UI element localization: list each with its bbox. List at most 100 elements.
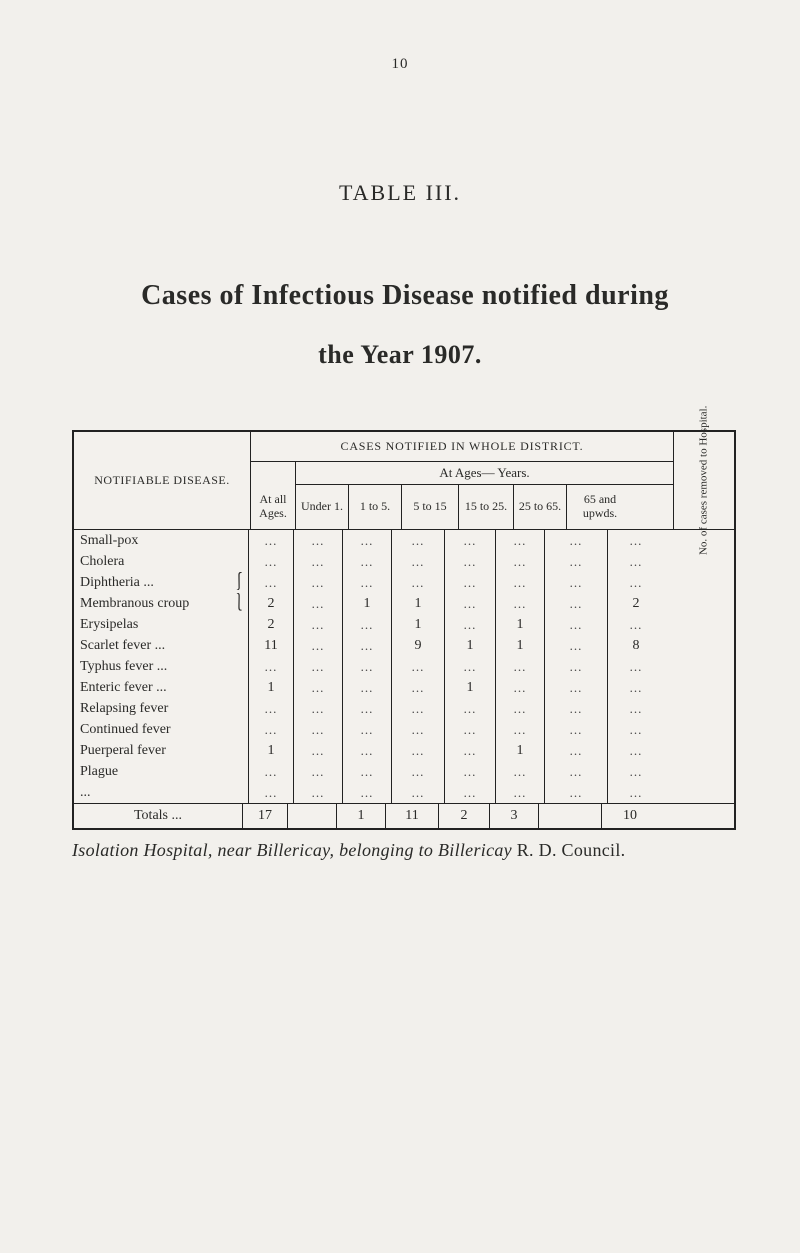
cell-atall: ... [249,656,294,677]
cell-disease: Small-pox [74,530,249,551]
header-removed-label: No. of cases removed to Hospital. [698,406,711,555]
table-row: ........................... [74,782,734,803]
cell-25to65: ... [496,782,545,803]
totals-atall: 17 [243,804,288,828]
totals-under1 [288,804,337,828]
cell-removed: ... [607,656,664,677]
header-age-subcols: Under 1. 1 to 5. 5 to 15 15 to 25. 25 to… [296,485,673,529]
totals-25to65: 3 [490,804,539,828]
table-row: Erysipelas2......1...1...... [74,614,734,635]
cell-1to5: ... [343,761,392,782]
header-ages-row: At all Ages. At Ages— Years. Under 1. 1 … [251,462,673,529]
cell-5to15: ... [392,656,445,677]
table-totals-row: Totals ... 17 1 11 2 3 10 [74,803,734,828]
cell-65up: ... [545,614,607,635]
cell-25to65: ... [496,656,545,677]
cell-disease: Typhus fever ... [74,656,249,677]
cell-disease: Membranous croup⎱ [74,593,249,614]
cell-removed: ... [607,698,664,719]
cell-5to15: 1 [392,614,445,635]
cell-removed: ... [607,761,664,782]
table-row: Relapsing fever........................ [74,698,734,719]
cell-atall: ... [249,698,294,719]
cell-under1: ... [294,530,343,551]
header-5-to-15: 5 to 15 [402,485,459,529]
header-cases-group: CASES NOTIFIED IN WHOLE DISTRICT. At all… [251,432,673,529]
cell-65up: ... [545,572,607,593]
cell-1to5: 1 [343,593,392,614]
table-row: Diphtheria ...⎰........................ [74,572,734,593]
cell-25to65: ... [496,593,545,614]
header-1-to-5: 1 to 5. [349,485,402,529]
cell-15to25: 1 [445,635,496,656]
header-65-up: 65 and upwds. [567,485,633,529]
cell-65up: ... [545,761,607,782]
cell-65up: ... [545,635,607,656]
cell-1to5: ... [343,551,392,572]
cell-atall: ... [249,782,294,803]
header-disease: NOTIFIABLE DISEASE. [74,432,251,529]
totals-removed: 10 [601,804,658,828]
table-row: Typhus fever ........................... [74,656,734,677]
header-at-all-ages-wrap: At all Ages. [251,462,296,529]
cell-25to65: ... [496,551,545,572]
cell-65up: ... [545,551,607,572]
table-row: Scarlet fever ...11......911...8 [74,635,734,656]
totals-15to25: 2 [439,804,490,828]
cell-15to25: ... [445,782,496,803]
cell-15to25: ... [445,761,496,782]
cell-disease: Puerperal fever [74,740,249,761]
table-label: TABLE III. [0,180,800,206]
cell-1to5: ... [343,530,392,551]
cell-under1: ... [294,782,343,803]
cell-5to15: 9 [392,635,445,656]
cell-removed: 2 [607,593,664,614]
cell-25to65: 1 [496,635,545,656]
cell-65up: ... [545,530,607,551]
cell-under1: ... [294,740,343,761]
table-row: Membranous croup⎱2...11.........2 [74,593,734,614]
cell-disease: Diphtheria ...⎰ [74,572,249,593]
cell-1to5: ... [343,677,392,698]
totals-label: Totals ... [74,804,243,828]
cell-disease: Continued fever [74,719,249,740]
cell-15to25: ... [445,740,496,761]
cell-atall: ... [249,761,294,782]
cell-atall: 2 [249,593,294,614]
table-row: Continued fever........................ [74,719,734,740]
cell-atall: ... [249,719,294,740]
cell-25to65: ... [496,698,545,719]
header-removed: No. of cases removed to Hospital. [673,432,734,529]
cell-25to65: ... [496,761,545,782]
cell-under1: ... [294,761,343,782]
cell-removed: ... [607,719,664,740]
cell-removed: ... [607,572,664,593]
cell-5to15: ... [392,761,445,782]
header-age-ranges-group: At Ages— Years. Under 1. 1 to 5. 5 to 15… [296,462,673,529]
cell-25to65: 1 [496,740,545,761]
cell-65up: ... [545,698,607,719]
cell-removed: 8 [607,635,664,656]
cell-atall: 2 [249,614,294,635]
cell-65up: ... [545,740,607,761]
caption-rd: R. D. Council. [517,840,626,860]
page-number: 10 [0,56,800,73]
table-row: Plague........................ [74,761,734,782]
cell-65up: ... [545,656,607,677]
cell-removed: ... [607,551,664,572]
cell-5to15: ... [392,740,445,761]
cell-5to15: ... [392,530,445,551]
cell-disease: Relapsing fever [74,698,249,719]
cell-atall: ... [249,530,294,551]
cell-65up: ... [545,593,607,614]
isolation-caption: Isolation Hospital, near Billericay, bel… [72,840,740,861]
cell-under1: ... [294,635,343,656]
cell-15to25: 1 [445,677,496,698]
header-under-1: Under 1. [296,485,349,529]
header-at-all-ages: At all Ages. [251,485,295,529]
table-row: Puerperal fever1............1...... [74,740,734,761]
cell-5to15: ... [392,719,445,740]
cell-1to5: ... [343,782,392,803]
cell-disease: Scarlet fever ... [74,635,249,656]
cell-1to5: ... [343,740,392,761]
